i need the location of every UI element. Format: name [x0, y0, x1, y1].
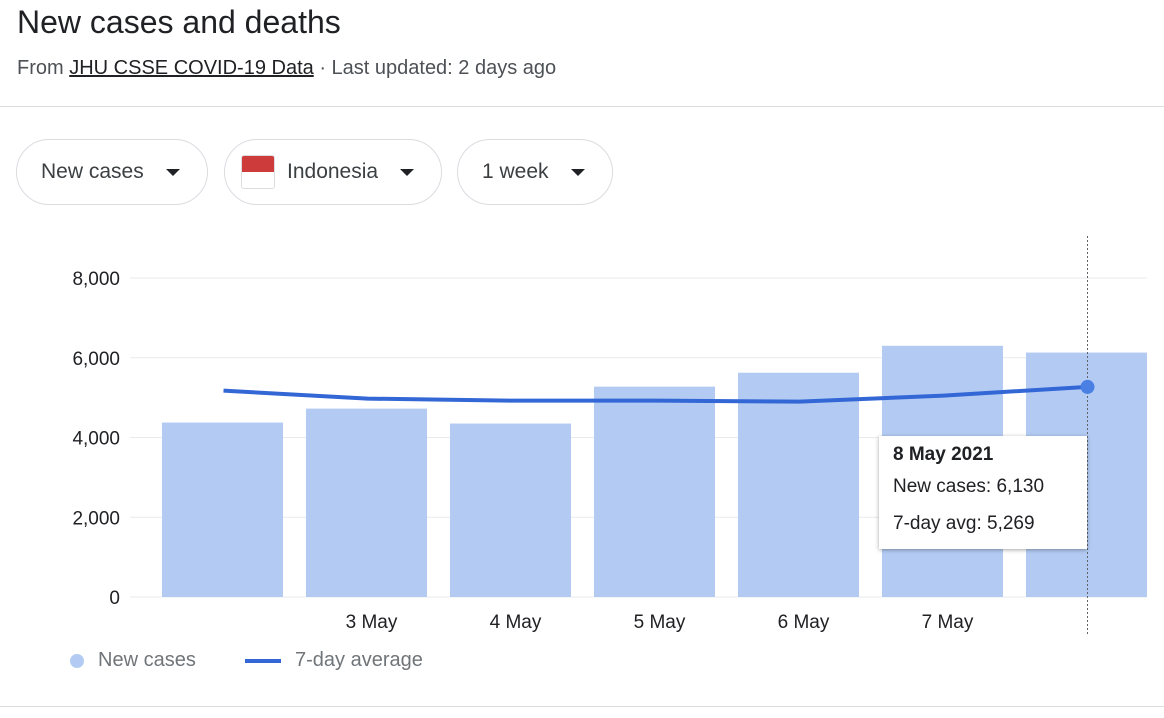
caret-down-icon [570, 168, 585, 176]
y-tick-label: 8,000 [72, 269, 120, 290]
tooltip: 8 May 2021 New cases: 6,130 7-day avg: 5,2… [879, 436, 1087, 549]
line-icon [245, 658, 281, 663]
caret-down-icon [400, 168, 415, 176]
y-tick-label: 0 [109, 588, 120, 609]
last-updated: · Last updated: 2 days ago [319, 57, 557, 79]
x-tick-label: 6 May [778, 612, 830, 633]
x-tick-label: 5 May [634, 612, 686, 633]
bar [738, 372, 859, 597]
range-label: 1 week [482, 160, 549, 183]
legend-new-cases[interactable]: New cases [70, 649, 196, 672]
divider [0, 706, 1164, 707]
page-title: New cases and deaths [17, 4, 341, 40]
y-tick-label: 2,000 [72, 508, 120, 529]
metric-label: New cases [41, 160, 144, 183]
legend-7-day-average[interactable]: 7-day average [245, 649, 423, 672]
source-line: From JHU CSSE COVID-19 Data · Last updat… [17, 57, 556, 80]
x-tick-label: 3 May [346, 612, 398, 633]
bar [162, 422, 283, 597]
indonesia-flag-icon [241, 155, 275, 189]
tooltip-new-cases: New cases: 6,130 [893, 476, 1045, 497]
caret-down-icon [165, 168, 180, 176]
tooltip-avg: 7-day avg: 5,269 [893, 513, 1035, 534]
dot-icon [70, 653, 84, 668]
legend-label: New cases [98, 649, 196, 671]
legend-label: 7-day average [295, 649, 423, 671]
x-tick-label: 7 May [922, 612, 974, 633]
bar [450, 423, 571, 597]
source-link[interactable]: JHU CSSE COVID-19 Data [69, 57, 314, 79]
from-label: From [17, 57, 64, 79]
divider [0, 106, 1164, 107]
average-point [1080, 379, 1095, 394]
y-tick-label: 4,000 [72, 429, 120, 450]
x-tick-label: 4 May [490, 612, 542, 633]
range-dropdown[interactable]: 1 week [457, 139, 613, 205]
metric-dropdown[interactable]: New cases [16, 139, 208, 205]
average-line [223, 384, 1088, 404]
country-label: Indonesia [287, 160, 379, 183]
y-tick-label: 6,000 [72, 349, 120, 370]
tooltip-date: 8 May 2021 [893, 444, 994, 465]
country-dropdown[interactable]: Indonesia [224, 139, 442, 205]
bar [594, 386, 715, 597]
bar [306, 408, 427, 597]
